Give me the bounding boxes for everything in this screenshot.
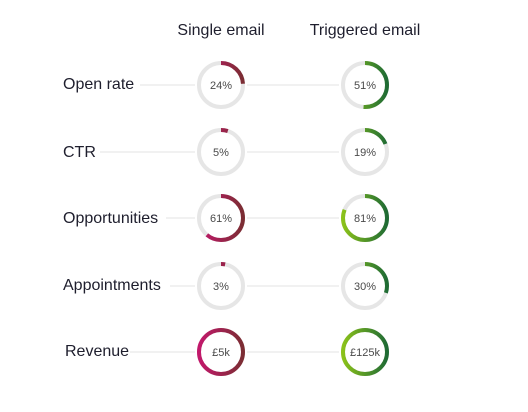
donut-arc-triggered-2 [341,194,389,242]
donut-background [195,126,247,178]
donut-value-label: £125k [350,347,380,359]
donut-arc-triggered-1 [341,128,389,176]
donut-arc-triggered-0 [341,61,389,109]
row-label-opportunities: Opportunities [63,210,159,227]
row-label-ctr: CTR [63,144,96,161]
donut-arc-single-0 [197,61,245,109]
donut-background [339,126,391,178]
donut-value-label: 24% [210,80,232,92]
donut-arc-triggered-4 [341,328,389,376]
donut-value-label: 81% [354,213,376,225]
donut-background [195,59,247,111]
donut-value-label: 30% [354,281,376,293]
donut-background [339,260,391,312]
donut-arc-single-4 [197,328,245,376]
donut-value-label: 5% [213,147,229,159]
donut-value-label: 3% [213,281,229,293]
row-label-open-rate: Open rate [63,76,135,93]
donut-background [195,326,247,378]
donut-value-label: 61% [210,213,232,225]
donut-value-label: £5k [212,347,230,359]
row-label-appointments: Appointments [63,277,161,294]
column-header-triggered: Triggered email [309,22,421,39]
donut-background [339,59,391,111]
donut-arc-single-3 [197,262,245,310]
column-header-single: Single email [177,22,265,39]
donut-arc-triggered-3 [341,262,389,310]
donut-value-label: 51% [354,80,376,92]
row-label-revenue: Revenue [65,343,130,360]
donut-background [195,192,247,244]
donut-arc-single-2 [197,194,245,242]
donut-arc-single-1 [197,128,245,176]
donut-background [195,260,247,312]
donut-value-label: 19% [354,147,376,159]
donut-background [339,326,391,378]
donut-background [339,192,391,244]
